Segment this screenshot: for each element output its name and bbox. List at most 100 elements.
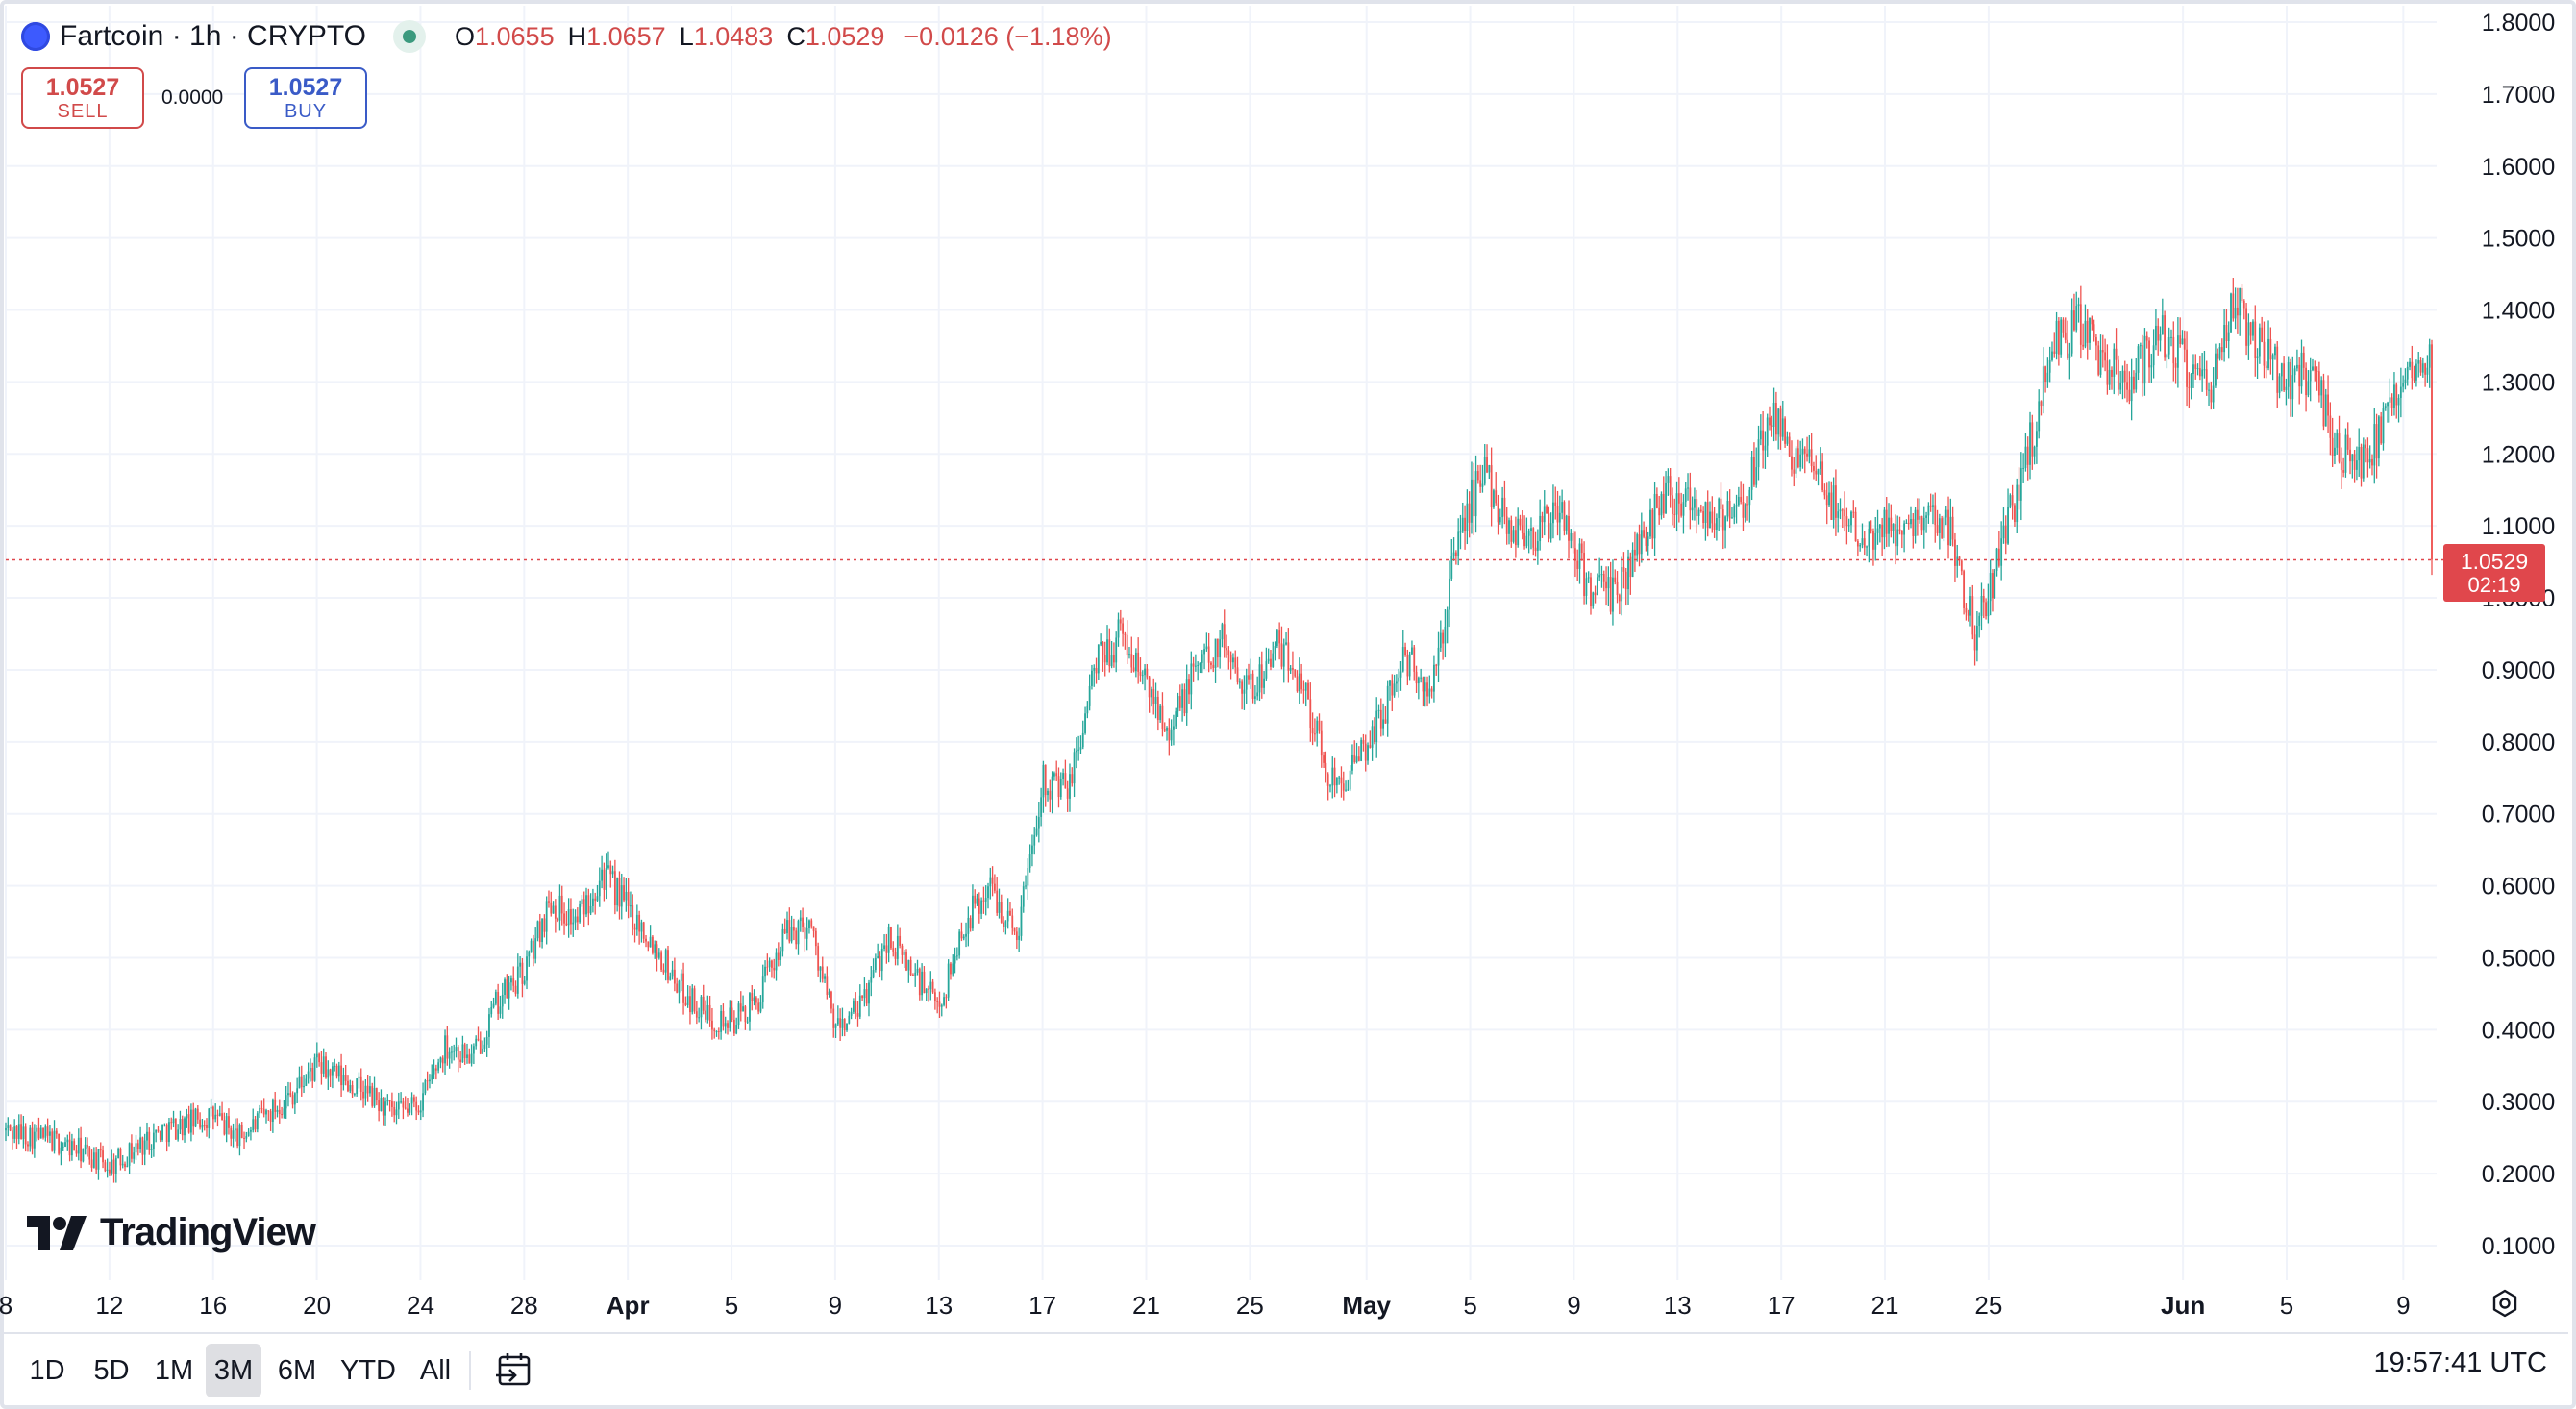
candle-body [252,1119,255,1130]
candle-body [152,1132,155,1149]
candle-body [64,1142,66,1147]
candle-body [2011,495,2014,506]
candle-body [2283,363,2286,391]
candle-body [2353,454,2356,470]
candle-body [834,1024,837,1028]
candle-body [660,952,663,970]
candle-body [1221,624,1224,640]
candle-body [1219,639,1222,658]
candle-body [2113,348,2116,377]
candle-body [2097,345,2100,375]
candle-body [826,976,829,995]
candle-body [434,1068,437,1071]
timeframe-5d[interactable]: 5D [93,1354,130,1386]
candle-body [2371,458,2373,466]
y-tick-label: 0.4000 [2482,1017,2555,1044]
candle-body [947,963,950,998]
candle-body [1771,425,1773,427]
candle-body [2203,369,2206,371]
candle-body [2106,360,2109,385]
candle-body [576,916,579,923]
candle-body [1616,581,1619,596]
timeframe-all[interactable]: All [419,1354,452,1386]
candle-body [921,971,924,996]
candle-body [960,931,963,939]
candle-body [187,1114,190,1133]
x-tick-label: 9 [1567,1291,1580,1320]
candle-body [1795,448,1797,474]
candle-body [238,1125,241,1147]
candle-body [1134,652,1137,672]
candle-body [1527,531,1530,536]
tradingview-logo[interactable]: TradingView [27,1211,316,1254]
x-tick-label: 5 [2280,1291,2293,1320]
candle-body [15,1126,18,1139]
candle-body [1781,418,1784,437]
sell-button[interactable]: 1.0527 SELL [21,67,144,129]
timeframe-1m[interactable]: 1M [154,1354,194,1386]
utc-clock[interactable]: 19:57:41 UTC [2373,1347,2547,1378]
candle-body [1987,601,1990,617]
candle-body [1296,676,1299,692]
ohlc-close: 1.0529 [805,21,885,51]
candle-body [1450,556,1453,579]
candle-body [1850,511,1852,526]
candlestick-chart[interactable]: 0.1000 0.2000 0.3000 0.4000 0.5000 0.6000 0.70… [0,0,2576,1332]
candle-body [892,948,895,952]
timeframe-ytd[interactable]: YTD [340,1354,396,1386]
time-axis: 8 12 16 20 24 28 Apr 5 9 13 17 21 25 May 5 9 13 17 21 25 Jun… [0,1291,2411,1320]
candle-body [1474,471,1477,517]
candle-body [453,1051,456,1052]
candle-body [102,1150,104,1163]
candle-body [143,1140,146,1155]
candle-body [1694,499,1696,508]
candle-body [1287,642,1290,671]
candle-body [1929,505,1932,507]
candle-body [850,1011,853,1016]
candle-body [1274,646,1276,654]
timeframe-3m[interactable]: 3M [206,1344,261,1397]
candle-body [976,898,978,904]
candle-body [516,966,519,994]
candle-body [1978,615,1981,627]
candle-body [2089,317,2091,343]
candle-body [558,895,561,921]
candle-body [987,886,989,899]
candle-body [1994,570,1996,599]
candle-body [1003,922,1004,927]
candle-body [1042,764,1045,798]
candle-body [1013,927,1016,932]
symbol-title[interactable]: Fartcoin · 1h · CRYPTO [60,20,366,52]
last-price-label: 1.0529 02:19 [2443,544,2545,602]
timeframe-6m[interactable]: 6M [277,1354,317,1386]
candle-body [214,1114,217,1120]
candle-body [281,1114,283,1116]
buy-button[interactable]: 1.0527 BUY [244,67,367,129]
candle-body [623,885,625,901]
candle-body [479,1040,482,1054]
candle-body [11,1130,13,1139]
candle-body [1479,480,1482,487]
candle-body [1426,682,1428,697]
candle-body [1852,511,1855,513]
timeframe-1d[interactable]: 1D [29,1354,65,1386]
candle-body [1539,515,1542,542]
candle-body [334,1065,336,1067]
candle-body [724,1023,727,1027]
candle-body [1982,596,1985,603]
candle-body [1514,530,1517,546]
candle-body [2036,431,2038,447]
candle-body [1097,644,1100,674]
candle-body [1684,488,1687,503]
settings-gear-icon[interactable] [2489,1288,2520,1319]
candle-body [1077,749,1080,751]
candle-body [1294,669,1297,677]
price-axis: 0.1000 0.2000 0.3000 0.4000 0.5000 0.6000 0.70… [2482,10,2555,1260]
candle-body [1947,509,1949,546]
candle-body [671,969,674,977]
candle-body [2373,424,2376,466]
candle-body [824,976,826,979]
candle-body [1568,515,1570,541]
go-to-date-calendar-icon[interactable] [494,1349,536,1392]
candle-body [90,1159,93,1168]
